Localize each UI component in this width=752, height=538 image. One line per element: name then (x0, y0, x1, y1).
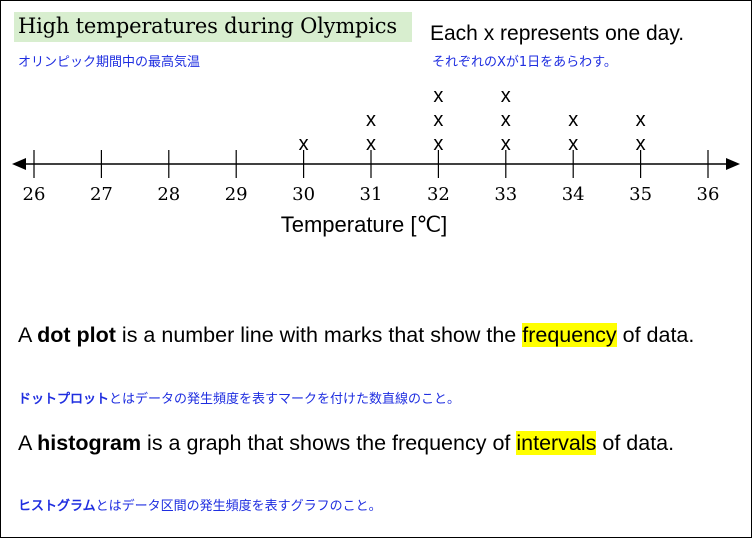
chart-title: High temperatures during Olympics (18, 14, 397, 38)
x-axis-label: Temperature [℃] (281, 212, 448, 237)
data-point-x: x (568, 109, 578, 131)
definition-rest-japanese: とはデータ区間の発生頻度を表すグラフのこと。 (95, 499, 382, 514)
tick-label: 36 (697, 184, 720, 205)
dot-plot-definition-japanese: ドットプロットとはデータの発生頻度を表すマークを付けた数直線のこと。 (18, 388, 460, 407)
tick-label: 34 (562, 184, 585, 205)
tick-label: 27 (90, 184, 113, 205)
tick-label: 29 (225, 184, 248, 205)
data-point-x: x (636, 109, 646, 131)
histogram-definition: A histogram is a graph that shows the fr… (18, 429, 733, 457)
definition-post: of data. (616, 323, 695, 347)
axis-arrow-left (12, 158, 26, 170)
data-point-x: x (433, 133, 443, 155)
data-point-x: x (501, 85, 511, 107)
histogram-definition-japanese: ヒストグラムとはデータ区間の発生頻度を表すグラフのこと。 (18, 495, 382, 514)
tick-label: 33 (494, 184, 517, 205)
title-background (14, 12, 412, 42)
definition-term-japanese: ヒストグラム (18, 499, 96, 514)
data-point-x: x (366, 133, 376, 155)
marker-legend-japanese: それぞれのXが1日をあらわす。 (432, 55, 617, 70)
data-point-x: x (636, 133, 646, 155)
tick-label: 28 (157, 184, 180, 205)
data-point-x: x (501, 109, 511, 131)
definition-pre: A (18, 431, 38, 455)
definition-rest-japanese: とはデータの発生頻度を表すマークを付けた数直線のこと。 (109, 392, 461, 407)
definition-pre: A (18, 323, 38, 347)
data-point-x: x (366, 109, 376, 131)
dot-plot-definition: A dot plot is a number line with marks t… (18, 321, 733, 349)
definition-term: dot plot (37, 323, 116, 347)
axis-arrow-right (726, 158, 740, 170)
data-point-x: x (501, 133, 511, 155)
definition-term: histogram (37, 431, 142, 455)
definition-mid: is a number line with marks that show th… (115, 323, 523, 347)
tick-label: 26 (23, 184, 46, 205)
dot-plot: 26 27 28 29 30 31 32 33 34 35 36x xxxxxxxxxxxxTempe… (12, 85, 740, 237)
chart-title-japanese: オリンピック期間中の最高気温 (18, 55, 201, 70)
definition-term-japanese: ドットプロット (18, 392, 110, 407)
data-point-x: x (299, 133, 309, 155)
tick-label: 32 (427, 184, 450, 205)
marker-legend: Each x represents one day. (430, 22, 685, 45)
data-point-x: x (433, 109, 443, 131)
tick-label: 30 (292, 184, 315, 205)
definition-post: of data. (596, 431, 675, 455)
data-point-x: x (433, 85, 443, 107)
tick-label: 31 (360, 184, 383, 205)
tick-label: 35 (629, 184, 652, 205)
definition-mid: is a graph that shows the frequency of (141, 431, 517, 455)
definition-highlight: intervals (516, 431, 597, 455)
definition-highlight: frequency (522, 323, 617, 347)
data-point-x: x (568, 133, 578, 155)
